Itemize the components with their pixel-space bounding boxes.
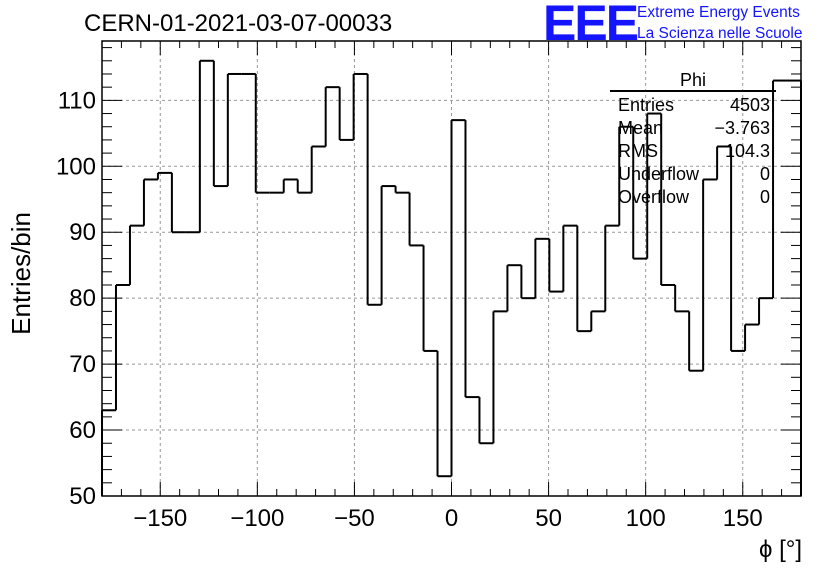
- stats-row: RMS 104.3: [610, 140, 776, 163]
- x-tick-label: −150: [133, 505, 187, 532]
- stats-row-label: Mean: [618, 118, 664, 138]
- x-axis-label: ϕ [°]: [758, 536, 802, 563]
- stats-row-label: Overflow: [618, 187, 690, 207]
- stats-row: Mean −3.763: [610, 117, 776, 140]
- logo-text-line2: La Scienza nelle Scuole: [637, 25, 803, 42]
- eee-logo-mark: EEE: [543, 0, 639, 51]
- x-tick-label: 150: [723, 505, 763, 532]
- stats-row-label: Entries: [618, 95, 675, 115]
- stats-row-value: 0: [759, 187, 770, 207]
- stats-row-value: 4503: [729, 95, 770, 115]
- x-tick-label: 50: [535, 505, 562, 532]
- logo-text-line1: Extreme Energy Events: [637, 4, 800, 21]
- y-tick-label: 110: [58, 87, 96, 114]
- stats-row: Overflow 0: [610, 186, 776, 209]
- y-tick-label: 70: [69, 351, 96, 378]
- stats-row: Underflow 0: [610, 163, 776, 186]
- stats-row: Entries 4503: [610, 94, 776, 117]
- stats-box-title: Phi: [610, 70, 776, 92]
- stats-rows: Entries 4503 Mean −3.763 RMS 104.3 Underflow 0 O…: [610, 94, 776, 209]
- y-tick-label: 90: [69, 219, 96, 246]
- stats-row-label: Underflow: [618, 164, 700, 184]
- x-tick-label: 0: [445, 505, 458, 532]
- y-tick-label: 50: [69, 483, 96, 510]
- stats-row-value: 104.3: [724, 141, 770, 161]
- stats-row-label: RMS: [618, 141, 658, 161]
- stats-box: Phi Entries 4503 Mean −3.763 RMS 104.3 Underfl…: [610, 70, 776, 209]
- x-tick-label: 100: [626, 505, 666, 532]
- x-tick-label: −100: [230, 505, 284, 532]
- chart-title: CERN-01-2021-03-07-00033: [84, 10, 393, 37]
- y-tick-label: 80: [69, 285, 96, 312]
- x-tick-label: −50: [334, 505, 375, 532]
- stats-row-value: 0: [759, 164, 770, 184]
- y-tick-label: 100: [56, 153, 96, 180]
- y-tick-label: 60: [69, 417, 96, 444]
- stats-row-value: −3.763: [714, 118, 770, 138]
